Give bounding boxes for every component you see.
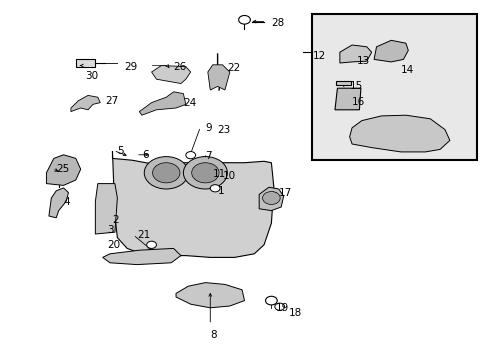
Circle shape (191, 163, 219, 183)
Bar (311, 14, 476, 160)
Circle shape (265, 296, 277, 305)
Text: 4: 4 (63, 197, 70, 207)
Polygon shape (102, 248, 181, 265)
Text: 29: 29 (124, 62, 138, 72)
Text: 17: 17 (278, 188, 291, 198)
Text: 30: 30 (85, 71, 99, 81)
Circle shape (146, 241, 156, 248)
Polygon shape (334, 88, 360, 110)
Text: 22: 22 (227, 63, 240, 73)
Text: 3: 3 (107, 225, 114, 235)
Text: 1: 1 (217, 186, 224, 196)
Polygon shape (95, 184, 117, 234)
Polygon shape (139, 92, 185, 115)
Polygon shape (259, 187, 283, 211)
Text: 10: 10 (222, 171, 235, 181)
Text: 27: 27 (105, 96, 118, 106)
Circle shape (152, 163, 180, 183)
Text: 24: 24 (183, 98, 196, 108)
Circle shape (183, 157, 227, 189)
Circle shape (262, 192, 280, 204)
Text: 25: 25 (56, 164, 69, 174)
Text: 16: 16 (351, 96, 365, 107)
Text: 28: 28 (271, 18, 284, 28)
Polygon shape (71, 95, 100, 112)
Text: 19: 19 (276, 303, 289, 313)
Text: 11: 11 (212, 168, 225, 179)
Text: 18: 18 (288, 308, 301, 318)
Text: 8: 8 (210, 330, 217, 340)
Text: 9: 9 (205, 123, 212, 133)
Circle shape (185, 152, 195, 159)
Bar (76, 59, 95, 67)
Circle shape (144, 157, 188, 189)
Polygon shape (49, 188, 68, 218)
Text: 26: 26 (173, 62, 186, 72)
Text: 20: 20 (107, 240, 121, 250)
Polygon shape (339, 45, 371, 63)
Polygon shape (46, 155, 81, 185)
Text: 14: 14 (400, 65, 413, 75)
Text: 12: 12 (312, 51, 325, 61)
Text: 15: 15 (349, 81, 362, 91)
Polygon shape (373, 40, 407, 62)
Polygon shape (207, 65, 229, 90)
Polygon shape (112, 151, 273, 257)
Bar (336, 81, 350, 85)
Polygon shape (151, 66, 190, 84)
Text: 23: 23 (217, 125, 230, 135)
Polygon shape (176, 283, 244, 308)
Text: 2: 2 (112, 215, 119, 225)
Text: 6: 6 (142, 150, 148, 160)
Text: 7: 7 (205, 150, 212, 161)
Circle shape (274, 303, 284, 310)
Polygon shape (349, 115, 449, 152)
Text: 5: 5 (117, 146, 124, 156)
Text: 21: 21 (137, 230, 150, 240)
Circle shape (210, 185, 220, 192)
Text: 13: 13 (356, 56, 369, 66)
